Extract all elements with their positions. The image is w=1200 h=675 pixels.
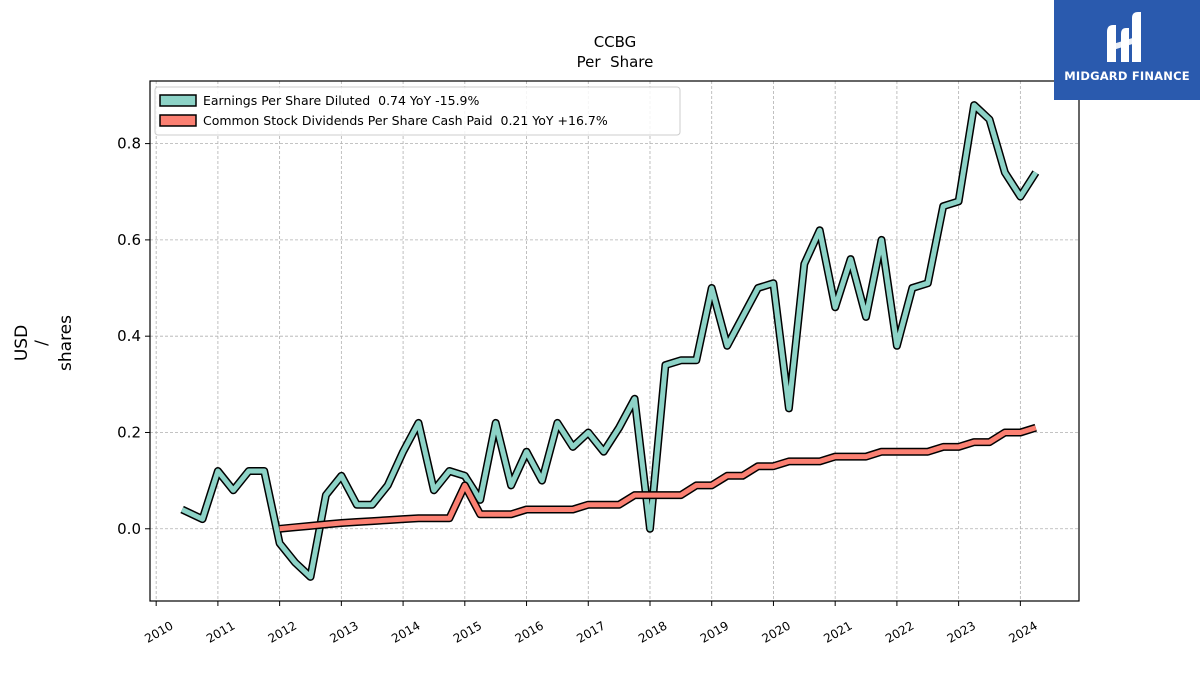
legend-swatch-dividends	[159, 114, 197, 127]
x-tick-label: 2018	[636, 618, 669, 645]
x-tick-label: 2021	[821, 618, 854, 645]
x-tick-label: 2020	[759, 618, 792, 645]
y-axis-label-line-1: USD	[12, 325, 32, 361]
y-tick-label: 0.8	[117, 135, 141, 153]
x-tick-label: 2012	[266, 618, 299, 645]
y-axis-ticks: 0.0 0.2 0.4 0.6 0.8	[117, 135, 150, 538]
legend: Earnings Per Share Diluted 0.74 YoY -15.…	[154, 86, 681, 136]
legend-swatch-eps	[159, 94, 197, 107]
y-tick-label: 0.4	[117, 327, 141, 345]
x-tick-label: 2023	[945, 618, 978, 645]
x-tick-label: 2014	[389, 618, 422, 645]
y-tick-label: 0.6	[117, 231, 141, 249]
series-lines	[180, 101, 1040, 581]
x-tick-label: 2017	[574, 618, 607, 645]
y-axis-label: USD / shares	[12, 315, 76, 371]
x-tick-label: 2013	[327, 618, 360, 645]
legend-box	[154, 86, 681, 136]
x-tick-label: 2019	[698, 618, 731, 645]
x-tick-label: 2010	[142, 618, 175, 645]
legend-label-eps: Earnings Per Share Diluted 0.74 YoY -15.…	[203, 93, 480, 108]
x-axis-ticks: 2010 2011 2012 2013 2014 2015 2016 2017 2018 2019…	[142, 601, 1040, 646]
chart-title: CCBG	[594, 33, 637, 51]
x-tick-label: 2016	[513, 618, 546, 645]
x-tick-label: 2024	[1006, 618, 1039, 645]
y-axis-label-line-3: shares	[56, 315, 76, 371]
midgard-finance-logo: MIDGARD FINANCE	[1054, 0, 1200, 100]
plot-frame	[149, 80, 1080, 602]
y-tick-label: 0.0	[117, 520, 141, 538]
legend-label-dividends: Common Stock Dividends Per Share Cash Pa…	[203, 113, 608, 128]
x-tick-label: 2015	[451, 618, 484, 645]
midgard-logo-mark-icon	[1107, 12, 1141, 62]
y-tick-label: 0.2	[117, 423, 141, 441]
x-tick-label: 2011	[204, 618, 237, 645]
logo-text: MIDGARD FINANCE	[1064, 69, 1190, 83]
chart-subtitle: Per Share	[577, 53, 654, 71]
y-axis-label-line-2: /	[32, 340, 52, 346]
grid-lines	[150, 81, 1079, 601]
eps-line	[181, 102, 1038, 580]
x-tick-label: 2022	[883, 618, 916, 645]
dividends-line	[279, 425, 1037, 532]
